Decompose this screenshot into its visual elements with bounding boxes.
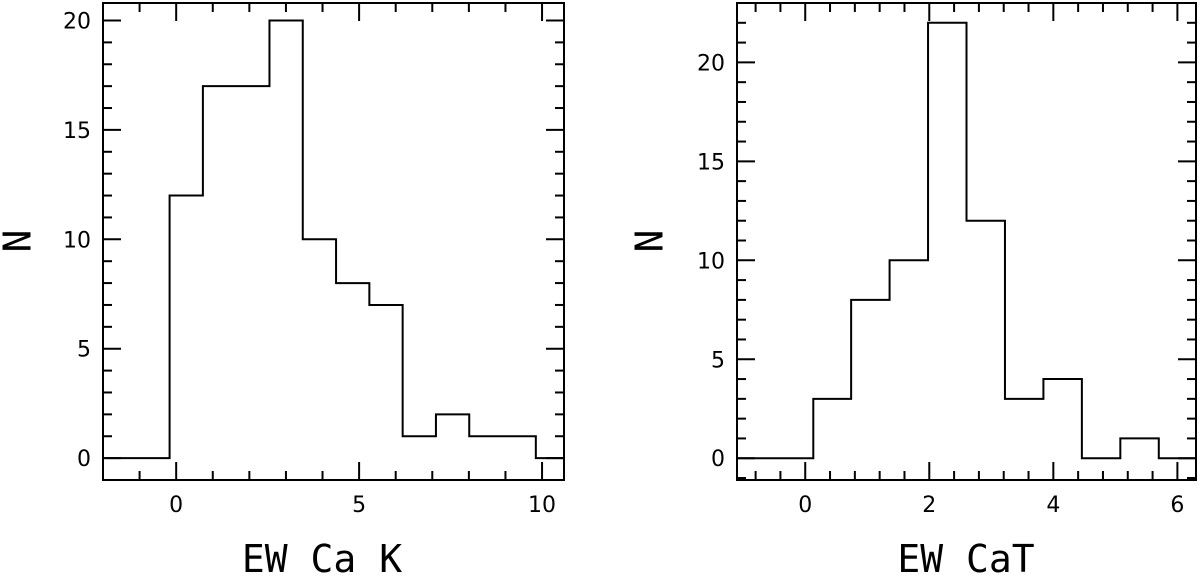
y-tick-label: 5	[711, 348, 725, 373]
panel-ew-cak: 0 5 10 0 5 10 15 20 EW Ca K N	[0, 2, 565, 581]
x-tick-label: 6	[1170, 493, 1184, 518]
y-tick-label: 10	[697, 249, 725, 274]
histogram-bin	[1043, 379, 1081, 458]
histogram-bin	[336, 283, 369, 458]
histogram-bin	[369, 305, 402, 458]
histogram-bin	[303, 239, 336, 458]
histogram-bin	[203, 86, 236, 458]
x-tick-label: 2	[922, 493, 936, 518]
y-axis-label: N	[0, 230, 40, 253]
y-tick-label: 20	[63, 10, 91, 35]
histogram-bin	[503, 436, 536, 458]
histogram-bin	[813, 399, 851, 458]
plot-frame	[102, 2, 565, 481]
histogram-bin	[967, 221, 1005, 459]
histogram-bin	[236, 86, 269, 458]
histogram-bin	[928, 23, 966, 458]
histogram-bin	[469, 436, 502, 458]
histogram-bin	[890, 260, 928, 458]
y-axis-label: N	[628, 230, 672, 253]
y-tick-label: 5	[77, 338, 91, 363]
y-tick-label: 20	[697, 51, 725, 76]
x-axis-label: EW Ca K	[242, 537, 402, 578]
x-tick-label: 5	[352, 493, 366, 518]
x-axis-label: EW CaT	[897, 537, 1034, 578]
histogram-bin	[1005, 399, 1043, 458]
x-tick-label: 10	[528, 493, 556, 518]
x-tick-label: 4	[1046, 493, 1060, 518]
histogram-bin	[269, 21, 302, 459]
y-tick-label: 10	[63, 228, 91, 253]
histogram-bin	[436, 414, 469, 458]
y-tick-label: 0	[711, 447, 725, 472]
histogram-bin	[170, 196, 203, 459]
panel-ew-cat: 0 2 4 6 0 5 10 15 20 EW CaT N	[628, 2, 1197, 581]
y-tick-label: 15	[697, 150, 725, 175]
y-tick-label: 15	[63, 119, 91, 144]
x-tick-label: 0	[169, 493, 183, 518]
histogram-bin	[1120, 438, 1158, 458]
x-tick-label: 0	[798, 493, 812, 518]
histogram-steps	[737, 21, 1196, 460]
histogram-bin	[403, 436, 436, 458]
y-tick-label: 0	[77, 447, 91, 472]
histogram-steps	[105, 19, 564, 460]
histogram-bin	[851, 300, 889, 458]
